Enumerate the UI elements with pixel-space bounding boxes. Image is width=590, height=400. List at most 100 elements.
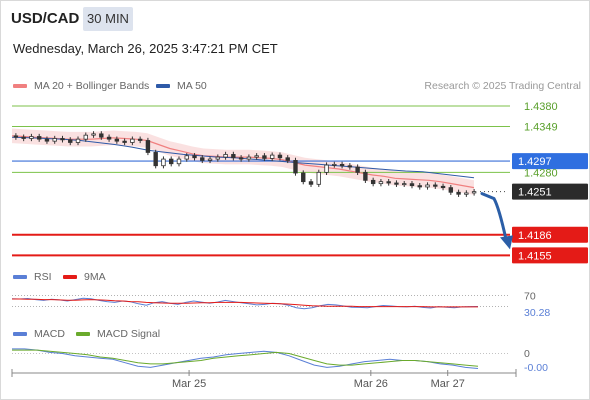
candle-down [301, 172, 306, 183]
legend-macd: MACD [13, 328, 65, 340]
candle-down [13, 135, 19, 138]
candle-up [29, 136, 34, 139]
candle-down [363, 171, 368, 181]
ma20-swatch [13, 84, 27, 88]
candle-up [269, 154, 275, 159]
candle-down [262, 155, 267, 159]
candle-up [471, 191, 477, 194]
candle-up [184, 155, 189, 160]
candle-up [130, 138, 135, 143]
candle-down [456, 191, 461, 195]
candle-down [339, 163, 345, 167]
rsi-last-value-label: 30.28 [524, 307, 550, 319]
x-axis-tick-label: Mar 26 [354, 378, 388, 390]
macd-zero-label: 0 [524, 348, 530, 360]
legend-ma20-label: MA 20 + Bollinger Bands [34, 80, 150, 92]
candle-up [223, 154, 228, 158]
candle-down [386, 181, 391, 184]
candle-up [91, 133, 96, 136]
ma50-swatch [156, 84, 170, 88]
candle-up [464, 192, 469, 195]
support-level-label: 1.4186 [518, 230, 552, 242]
timeframe-badge[interactable]: 30 MIN [83, 7, 133, 31]
candle-up [425, 184, 430, 188]
candle-down [122, 140, 127, 143]
rsi-ma-line [12, 298, 478, 308]
candle-up [83, 134, 88, 140]
candle-down [308, 181, 314, 185]
candle-down [99, 133, 104, 138]
candle-up [254, 155, 259, 158]
macd-last-value-label: -0.00 [524, 362, 548, 374]
macd-signal-swatch [76, 332, 90, 336]
legend-ma50-label: MA 50 [177, 80, 207, 92]
candle-down [21, 136, 26, 139]
last-price-label: 1.4251 [518, 187, 552, 199]
candle-up [402, 183, 407, 186]
timestamp: Wednesday, March 26, 2025 3:47:21 PM CET [13, 41, 278, 56]
candle-down [200, 157, 205, 161]
candle-down [394, 182, 399, 185]
candle-up [207, 158, 213, 161]
forecast-arrowhead [500, 235, 513, 250]
candle-down [370, 179, 376, 185]
candle-up [75, 138, 81, 143]
candle-down [36, 136, 42, 140]
legend-ma50: MA 50 [156, 80, 207, 92]
candle-up [332, 163, 337, 166]
candle-up [52, 138, 57, 142]
rsi-swatch [13, 275, 27, 279]
candle-down [169, 158, 174, 165]
candle-down [448, 187, 454, 193]
candle-down [145, 140, 151, 153]
candle-up [316, 171, 321, 185]
legend-macd-label: MACD [34, 328, 65, 340]
candle-down [192, 155, 197, 159]
candle-up [176, 158, 182, 165]
candle-down [114, 138, 120, 142]
forecast-arrow [480, 192, 508, 241]
ma20-line [11, 135, 475, 189]
candle-down [238, 157, 244, 160]
candle-down [285, 157, 290, 161]
legend-macd-signal-label: MACD Signal [97, 328, 161, 340]
candle-down [106, 136, 112, 140]
legend-rsi-ma: 9MA [63, 271, 106, 283]
candle-down [68, 139, 73, 143]
candle-up [378, 181, 384, 185]
candle-down [137, 138, 143, 141]
research-credit: Research © 2025 Trading Central [424, 80, 581, 92]
pivot-tag [512, 153, 588, 170]
candle-down [417, 185, 422, 188]
legend-rsi: RSI [13, 271, 52, 283]
legend-ma20: MA 20 + Bollinger Bands [13, 80, 149, 92]
x-axis-tick-label: Mar 27 [431, 378, 465, 390]
candle-down [355, 166, 360, 173]
candle-down [409, 183, 415, 187]
pivot-level-label: 1.4297 [518, 156, 552, 168]
candle-down [347, 165, 353, 168]
support-level-label: 1.4155 [518, 250, 552, 262]
candle-down [231, 154, 236, 159]
candle-up [246, 156, 252, 160]
candle-up [161, 158, 166, 167]
resistance-level-label: 1.4380 [524, 101, 558, 113]
rsi-ma-swatch [63, 275, 77, 279]
candle-up [215, 156, 221, 160]
candle-down [293, 160, 298, 174]
bollinger-band [12, 128, 474, 195]
macd-swatch [13, 332, 27, 336]
symbol-title: USD/CAD [11, 10, 80, 27]
support-tag [512, 247, 588, 264]
legend-rsi-ma-label: 9MA [84, 271, 106, 283]
support-tag [512, 226, 588, 243]
macd-signal-line [12, 349, 479, 367]
last-price-tag [512, 183, 588, 200]
x-axis-tick-label: Mar 25 [172, 378, 206, 390]
rsi-level-70-label: 70 [524, 290, 536, 302]
candle-down [60, 138, 65, 141]
macd-line [12, 348, 479, 369]
resistance-level-label: 1.4349 [524, 122, 558, 134]
candle-down [44, 138, 50, 142]
